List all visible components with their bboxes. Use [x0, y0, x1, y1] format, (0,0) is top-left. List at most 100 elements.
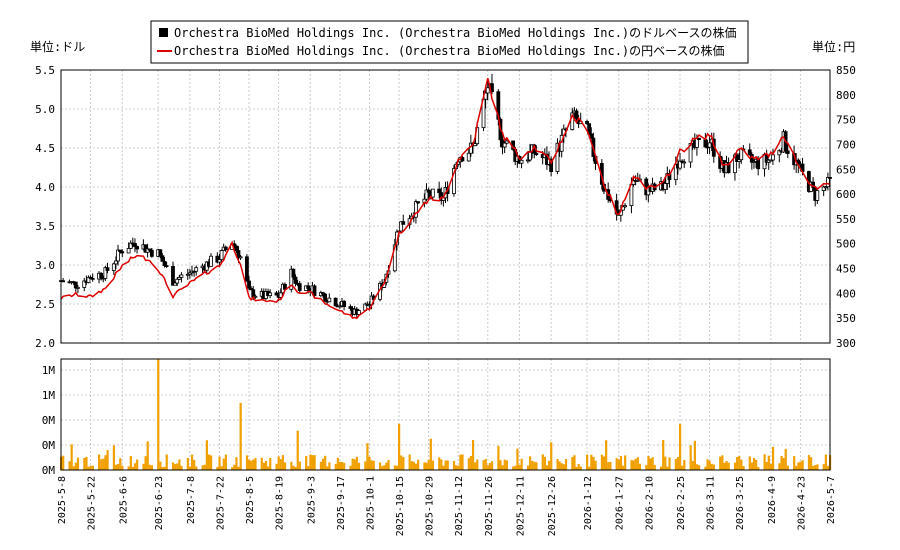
volume-bar — [224, 454, 227, 470]
x-axis-labels: 2025-5-8 2025-5-22 2025-6-6 2025-6-23 2025-7… — [57, 476, 837, 536]
volume-bar — [205, 440, 208, 470]
x-tick-label: 2025-10-29 — [425, 476, 436, 536]
volume-bar — [499, 460, 502, 470]
right-tick-label: 700 — [836, 138, 856, 151]
volume-bar — [750, 462, 754, 470]
volume-bar — [440, 459, 443, 470]
volume-bar — [668, 457, 671, 470]
x-tick-label: 2026-3-25 — [735, 476, 746, 530]
volume-bar — [235, 457, 238, 470]
left-tick-label: 3.0 — [35, 259, 55, 272]
volume-bar — [778, 463, 781, 470]
volume-bar — [207, 454, 211, 470]
candle-body — [194, 267, 199, 272]
volume-bar — [723, 462, 726, 470]
right-tick-label: 550 — [836, 213, 856, 226]
volume-bar — [719, 456, 722, 470]
candle-body — [437, 188, 442, 194]
candle-body — [238, 256, 243, 259]
volume-bar — [503, 459, 506, 470]
candle-body — [160, 255, 165, 262]
candle-body — [585, 120, 589, 125]
volume-bar — [203, 464, 206, 470]
candle-body — [73, 281, 78, 289]
volume-bar — [414, 463, 418, 470]
volume-bar — [383, 465, 386, 470]
volume-bar — [752, 457, 756, 470]
volume-bar — [216, 466, 219, 470]
candle-body — [337, 305, 342, 308]
volume-bar — [351, 458, 354, 470]
volume-bar — [812, 465, 815, 470]
volume-bar — [100, 459, 103, 470]
volume-bar — [209, 455, 213, 470]
legend-usd-marker — [159, 28, 168, 37]
left-axis: 2.0 2.5 3.0 3.5 4.0 4.5 5.0 5.5 — [35, 64, 55, 350]
x-tick-label: 2025-12-11 — [515, 476, 526, 536]
volume-bar — [647, 455, 650, 470]
volume-bar — [427, 459, 430, 470]
candle-body — [185, 273, 190, 276]
volume-bar — [695, 464, 699, 470]
volume-bar — [459, 454, 462, 470]
volume-bar — [455, 465, 458, 470]
legend-usd-label: Orchestra BioMed Holdings Inc. (Orchestr… — [174, 25, 737, 40]
volume-bar — [338, 461, 342, 470]
x-tick-label: 2025-10-1 — [365, 476, 376, 530]
volume-bar — [786, 465, 789, 470]
candle-body — [90, 277, 95, 280]
volume-bar — [148, 464, 151, 470]
volume-bar — [395, 465, 399, 470]
volume-bar — [431, 460, 435, 470]
left-unit-label: 単位:ドル — [30, 39, 85, 54]
volume-bar — [636, 457, 639, 470]
volume-bar — [630, 460, 633, 470]
volume-bar — [269, 457, 272, 470]
volume-bar — [693, 440, 696, 470]
volume-bar — [98, 454, 101, 470]
volume-bar — [562, 464, 566, 470]
volume-bar — [512, 466, 515, 470]
volume-bar — [809, 457, 813, 470]
left-tick-label: 2.0 — [35, 337, 55, 350]
volume-bar — [220, 466, 223, 470]
x-tick-label: 2026-1-12 — [583, 476, 594, 530]
candle-body — [249, 287, 254, 291]
candle-body — [105, 267, 110, 271]
volume-bar — [311, 455, 314, 470]
candle-body — [821, 186, 826, 192]
volume-bar — [275, 463, 278, 470]
volume-bar — [165, 454, 168, 470]
x-tick-label: 2025-9-3 — [306, 476, 317, 524]
volume-bar — [112, 445, 116, 470]
volume-bar — [816, 464, 819, 470]
candle-body — [86, 276, 91, 283]
volume-bar — [379, 462, 382, 470]
candle-body — [815, 190, 820, 201]
candle-body — [88, 276, 93, 279]
volume-bar — [252, 459, 255, 470]
volume-bar — [89, 465, 92, 470]
x-tick-label: 2025-5-22 — [87, 476, 98, 530]
candle-body — [401, 221, 406, 225]
candle-body — [120, 251, 125, 254]
volume-bar — [76, 457, 80, 470]
volume-bar — [119, 458, 122, 470]
volume-bar — [321, 458, 325, 470]
volume-bar — [624, 455, 627, 470]
candle-body — [430, 188, 435, 198]
volume-bar — [571, 457, 574, 470]
x-tick-label: 2025-9-17 — [336, 476, 347, 530]
volume-bar — [446, 460, 449, 470]
right-tick-label: 450 — [836, 263, 856, 276]
volume-bar — [662, 439, 665, 470]
left-tick-label: 4.0 — [35, 181, 55, 194]
volume-bar — [180, 465, 183, 470]
volume-bar — [328, 462, 331, 470]
x-tick-label: 2025-6-23 — [154, 476, 165, 530]
volume-bar — [520, 458, 523, 470]
candle-body — [111, 263, 116, 271]
volume-bar — [560, 463, 563, 470]
candle-body — [399, 221, 404, 232]
candle-body — [623, 205, 627, 208]
